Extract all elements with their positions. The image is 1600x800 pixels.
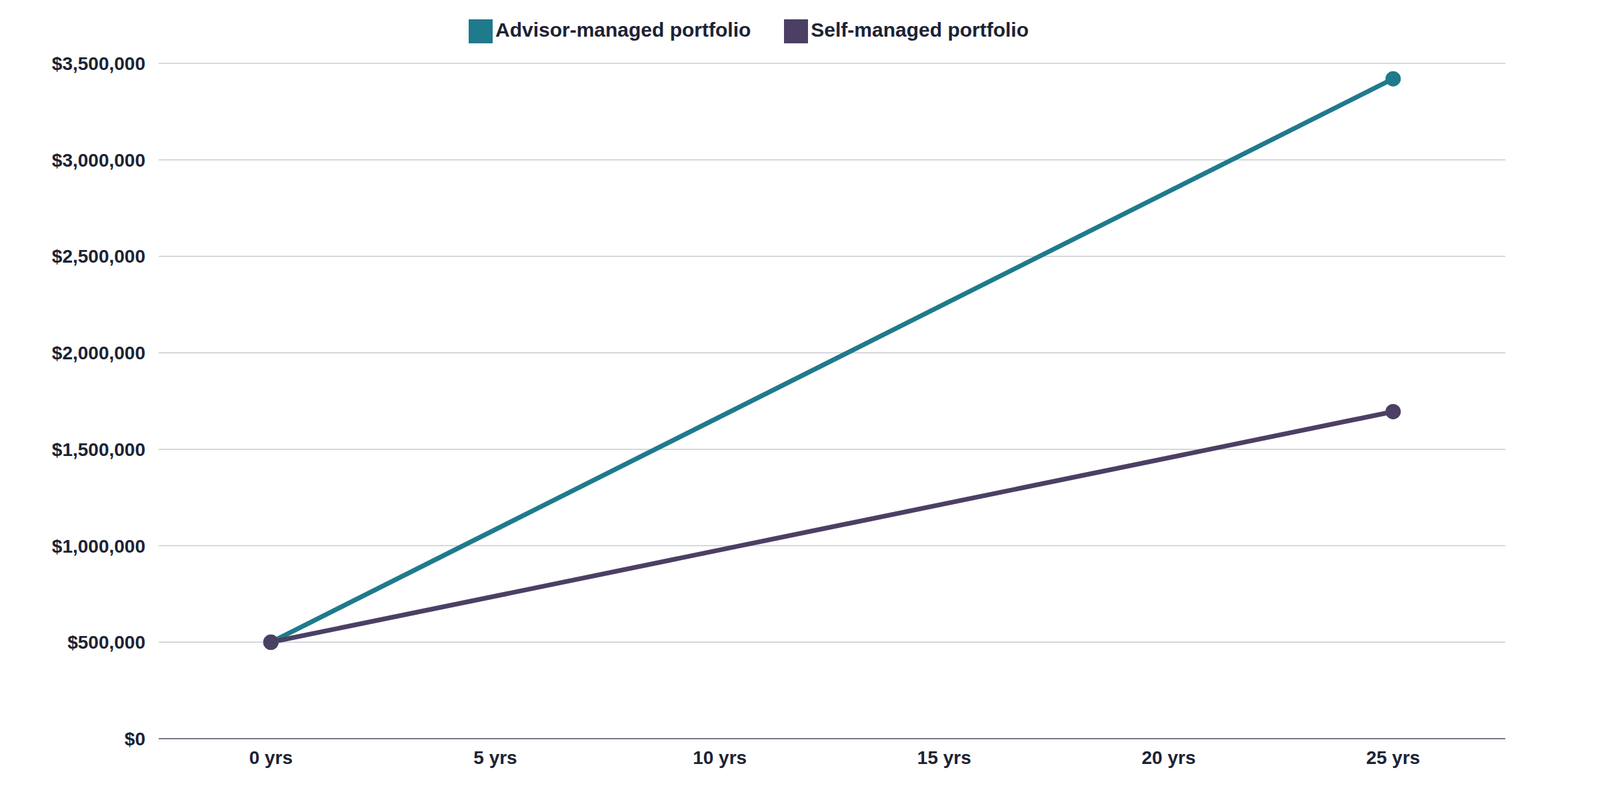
svg-text:0 yrs: 0 yrs [249,747,293,768]
svg-text:5 yrs: 5 yrs [473,747,517,768]
svg-text:$3,500,000: $3,500,000 [52,53,146,74]
svg-text:$3,000,000: $3,000,000 [52,150,146,171]
svg-text:$500,000: $500,000 [67,632,146,653]
svg-text:$0: $0 [124,728,146,750]
svg-text:$1,500,000: $1,500,000 [52,439,146,460]
svg-text:15 yrs: 15 yrs [917,747,972,768]
html-text:Self-managed portfolio: Self-managed portfolio [810,18,1029,41]
svg-text:20 yrs: 20 yrs [1142,747,1196,768]
svg-text:$2,500,000: $2,500,000 [52,246,146,267]
svg-text:$2,000,000: $2,000,000 [52,342,146,364]
html-text:Advisor-managed portfolio: Advisor-managed portfolio [495,18,751,41]
svg-text:10 yrs: 10 yrs [692,747,747,768]
svg-text:25 yrs: 25 yrs [1366,747,1420,768]
svg-text:$1,000,000: $1,000,000 [52,536,146,557]
